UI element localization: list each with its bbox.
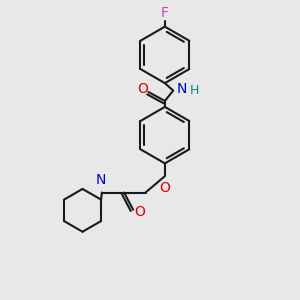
Text: N: N (177, 82, 187, 96)
Text: O: O (138, 82, 148, 96)
Text: O: O (134, 205, 145, 219)
Text: F: F (161, 6, 169, 20)
Text: H: H (190, 84, 199, 97)
Text: O: O (159, 181, 170, 195)
Text: N: N (95, 173, 106, 187)
